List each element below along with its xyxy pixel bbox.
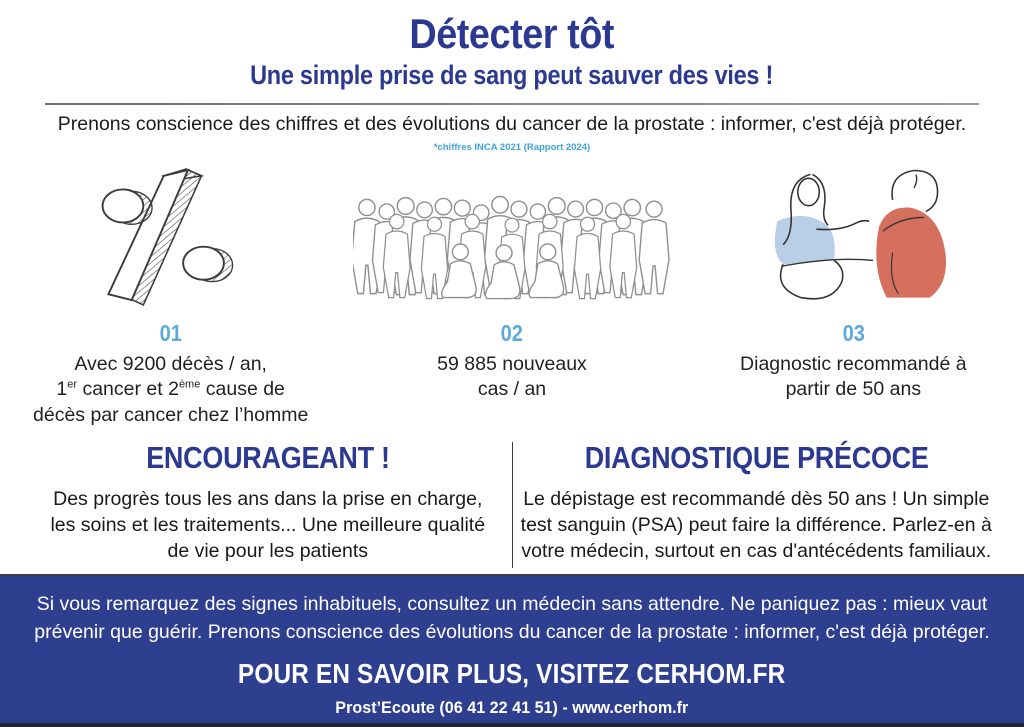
stat-column-new-cases: 02 59 885 nouveaux cas / an bbox=[341, 160, 682, 428]
footer-banner: Si vous remarquez des signes inhabituels… bbox=[0, 574, 1024, 727]
stat-number-02: 02 bbox=[341, 320, 682, 347]
stat-column-deaths: 01 Avec 9200 décès / an, 1er cancer et 2… bbox=[0, 160, 341, 428]
stat-number-02-text: 02 bbox=[500, 320, 524, 346]
page-subtitle-text: Une simple prise de sang peut sauver des… bbox=[250, 60, 774, 90]
crowd-icon bbox=[341, 160, 682, 312]
stat-number-03: 03 bbox=[683, 320, 1024, 347]
stat-number-01: 01 bbox=[0, 320, 341, 347]
section-early-diagnosis: DIAGNOSTIQUE PRÉCOCE Le dépistage est re… bbox=[515, 440, 999, 568]
source-footnote: *chiffres INCA 2021 (Rapport 2024) bbox=[433, 142, 591, 153]
stat-number-01-text: 01 bbox=[159, 320, 182, 346]
page-title: Détecter tôt bbox=[0, 13, 1024, 55]
footer-cta: POUR EN SAVOIR PLUS, VISITEZ CERHOM.FR bbox=[0, 658, 1024, 690]
section-early-diagnosis-body: Le dépistage est recommandé dès 50 ans !… bbox=[520, 488, 992, 562]
consultation-icon bbox=[683, 160, 1024, 312]
stats-row: 01 Avec 9200 décès / an, 1er cancer et 2… bbox=[0, 160, 1024, 428]
page-subtitle: Une simple prise de sang peut sauver des… bbox=[0, 60, 1024, 91]
section-encouraging-heading: ENCOURAGEANT ! bbox=[26, 440, 510, 476]
stat-column-diagnostic: 03 Diagnostic recommandé à partir de 50 … bbox=[683, 160, 1024, 428]
footer-contact: Prost’Ecoute (06 41 22 41 51) - www.cerh… bbox=[0, 698, 1024, 718]
section-encouraging: ENCOURAGEANT ! Des progrès tous les ans … bbox=[26, 440, 510, 568]
page-title-text: Détecter tôt bbox=[409, 10, 615, 57]
stat-text-diagnostic: Diagnostic recommandé à partir de 50 ans bbox=[683, 352, 1024, 403]
intro-text: Prenons conscience des chiffres et des é… bbox=[57, 113, 967, 135]
stat-text-deaths: Avec 9200 décès / an, 1er cancer et 2ème… bbox=[0, 352, 341, 428]
stat-line: 59 885 nouveaux bbox=[437, 353, 587, 375]
section-early-diagnosis-heading-text: DIAGNOSTIQUE PRÉCOCE bbox=[584, 440, 929, 475]
percent-sketch-icon bbox=[0, 160, 341, 312]
stat-line: 1er cancer et 2ème cause de bbox=[56, 378, 285, 401]
stat-line: Avec 9200 décès / an, bbox=[74, 353, 267, 375]
stat-line: partir de 50 ans bbox=[785, 378, 922, 401]
footer-contact-text: Prost’Ecoute (06 41 22 41 51) - www.cerh… bbox=[335, 698, 689, 718]
section-encouraging-body: Des progrès tous les ans dans la prise e… bbox=[50, 488, 486, 562]
section-encouraging-heading-text: ENCOURAGEANT ! bbox=[145, 440, 390, 475]
stat-line: décès par cancer chez l’homme bbox=[33, 403, 309, 426]
stat-line: cas / an bbox=[477, 378, 547, 401]
header: Détecter tôt Une simple prise de sang pe… bbox=[0, 13, 1024, 91]
stat-line: Diagnostic recommandé à bbox=[740, 353, 967, 375]
lower-sections: ENCOURAGEANT ! Des progrès tous les ans … bbox=[26, 440, 998, 568]
footer-cta-text: POUR EN SAVOIR PLUS, VISITEZ CERHOM.FR bbox=[238, 658, 786, 690]
stat-number-03-text: 03 bbox=[842, 320, 865, 346]
footer-advice-text: Si vous remarquez des signes inhabituels… bbox=[34, 593, 990, 643]
section-divider bbox=[511, 442, 513, 568]
stat-text-new-cases: 59 885 nouveaux cas / an bbox=[341, 352, 682, 403]
header-divider bbox=[45, 103, 979, 105]
section-early-diagnosis-heading: DIAGNOSTIQUE PRÉCOCE bbox=[515, 440, 999, 476]
